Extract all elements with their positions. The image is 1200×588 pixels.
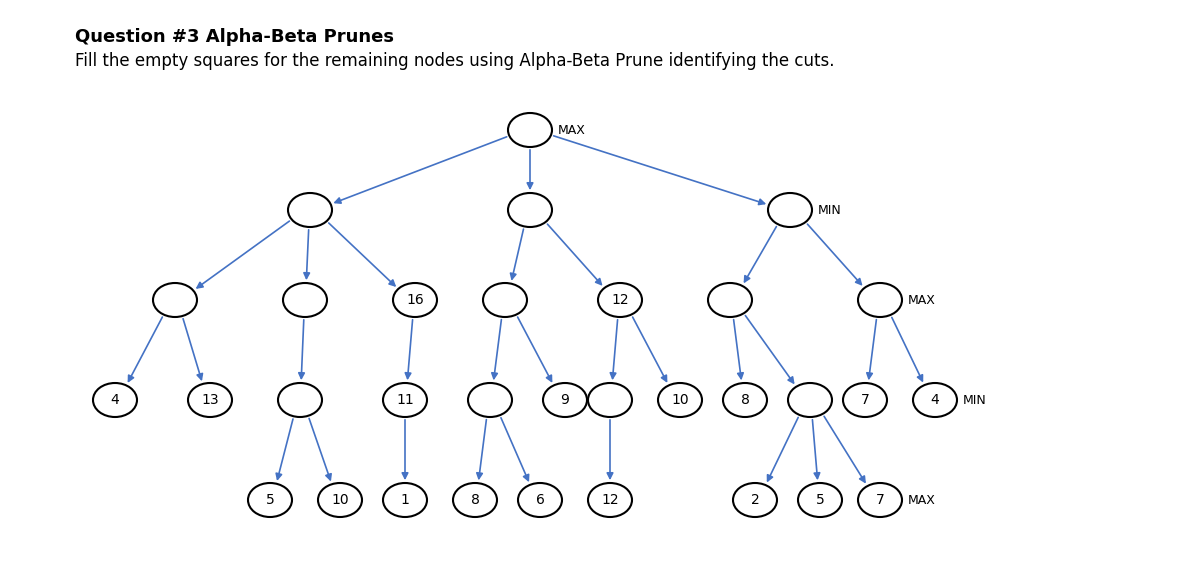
Text: 8: 8	[470, 493, 480, 507]
Text: Question #3 Alpha-Beta Prunes: Question #3 Alpha-Beta Prunes	[74, 28, 394, 46]
Text: MIN: MIN	[964, 393, 986, 406]
Ellipse shape	[188, 383, 232, 417]
Ellipse shape	[383, 383, 427, 417]
Text: 9: 9	[560, 393, 570, 407]
Text: 12: 12	[601, 493, 619, 507]
Ellipse shape	[394, 283, 437, 317]
Text: MIN: MIN	[818, 203, 841, 216]
Text: 13: 13	[202, 393, 218, 407]
Text: 5: 5	[816, 493, 824, 507]
Ellipse shape	[658, 383, 702, 417]
Text: MAX: MAX	[908, 293, 936, 306]
Ellipse shape	[588, 383, 632, 417]
Ellipse shape	[768, 193, 812, 227]
Text: 1: 1	[401, 493, 409, 507]
Ellipse shape	[278, 383, 322, 417]
Ellipse shape	[94, 383, 137, 417]
Text: 5: 5	[265, 493, 275, 507]
Ellipse shape	[858, 283, 902, 317]
Text: 4: 4	[110, 393, 119, 407]
Text: Fill the empty squares for the remaining nodes using Alpha-Beta Prune identifyin: Fill the empty squares for the remaining…	[74, 52, 834, 70]
Text: 6: 6	[535, 493, 545, 507]
Text: 10: 10	[671, 393, 689, 407]
Text: 7: 7	[860, 393, 869, 407]
Ellipse shape	[798, 483, 842, 517]
Ellipse shape	[283, 283, 326, 317]
Ellipse shape	[598, 283, 642, 317]
Ellipse shape	[858, 483, 902, 517]
Text: 4: 4	[931, 393, 940, 407]
Text: 12: 12	[611, 293, 629, 307]
Ellipse shape	[508, 193, 552, 227]
Text: 8: 8	[740, 393, 750, 407]
Ellipse shape	[913, 383, 958, 417]
Text: 2: 2	[751, 493, 760, 507]
Ellipse shape	[588, 483, 632, 517]
Ellipse shape	[508, 113, 552, 147]
Ellipse shape	[788, 383, 832, 417]
Ellipse shape	[468, 383, 512, 417]
Ellipse shape	[383, 483, 427, 517]
Ellipse shape	[542, 383, 587, 417]
Text: 16: 16	[406, 293, 424, 307]
Ellipse shape	[722, 383, 767, 417]
Text: 11: 11	[396, 393, 414, 407]
Text: MAX: MAX	[908, 493, 936, 506]
Ellipse shape	[154, 283, 197, 317]
Ellipse shape	[733, 483, 778, 517]
Ellipse shape	[482, 283, 527, 317]
Ellipse shape	[708, 283, 752, 317]
Text: 7: 7	[876, 493, 884, 507]
Ellipse shape	[318, 483, 362, 517]
Ellipse shape	[248, 483, 292, 517]
Ellipse shape	[518, 483, 562, 517]
Text: 10: 10	[331, 493, 349, 507]
Ellipse shape	[454, 483, 497, 517]
Ellipse shape	[288, 193, 332, 227]
Ellipse shape	[842, 383, 887, 417]
Text: MAX: MAX	[558, 123, 586, 136]
